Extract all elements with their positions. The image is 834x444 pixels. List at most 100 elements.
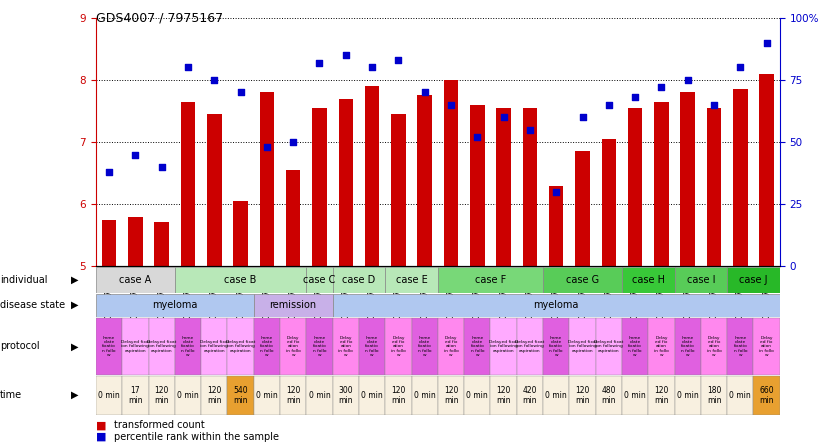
Text: Imme
diate
fixatio
n follo
w: Imme diate fixatio n follo w — [681, 336, 695, 357]
Point — [470, 134, 484, 141]
Point — [339, 52, 353, 59]
Bar — [444, 80, 458, 266]
Text: Delay
ed fix
ation
in follo
w: Delay ed fix ation in follo w — [706, 336, 721, 357]
Bar — [706, 108, 721, 266]
Text: ▶: ▶ — [71, 275, 78, 285]
Point — [260, 143, 274, 151]
Point — [760, 39, 773, 46]
Text: 540
min: 540 min — [234, 386, 248, 404]
Bar — [333, 318, 359, 375]
Bar — [438, 318, 465, 375]
Bar — [148, 318, 175, 375]
Bar — [622, 267, 675, 293]
Text: case C: case C — [304, 275, 335, 285]
Bar — [701, 318, 727, 375]
Bar — [595, 318, 622, 375]
Text: remission: remission — [269, 300, 317, 310]
Text: 0 min: 0 min — [414, 391, 435, 400]
Text: Delay
ed fix
ation
in follo
w: Delay ed fix ation in follo w — [286, 336, 300, 357]
Point — [523, 126, 536, 133]
Bar — [385, 318, 411, 375]
Text: disease state: disease state — [0, 300, 65, 310]
Text: Imme
diate
fixatio
n follo
w: Imme diate fixatio n follo w — [103, 336, 116, 357]
Text: 120
min: 120 min — [654, 386, 669, 404]
Text: Imme
diate
fixatio
n follo
w: Imme diate fixatio n follo w — [418, 336, 431, 357]
Text: 420
min: 420 min — [523, 386, 537, 404]
Bar — [228, 376, 254, 415]
Point — [181, 64, 194, 71]
Bar — [312, 108, 327, 266]
Bar — [675, 376, 701, 415]
Bar — [306, 318, 333, 375]
Bar — [201, 376, 228, 415]
Bar — [123, 376, 148, 415]
Bar — [123, 318, 148, 375]
Point — [208, 76, 221, 83]
Bar — [753, 318, 780, 375]
Point — [392, 56, 405, 63]
Point — [418, 89, 431, 96]
Point — [445, 101, 458, 108]
Bar — [411, 376, 438, 415]
Text: 0 min: 0 min — [624, 391, 646, 400]
Text: Delay
ed fix
ation
in follo
w: Delay ed fix ation in follo w — [444, 336, 459, 357]
Bar — [438, 267, 543, 293]
Text: case B: case B — [224, 275, 257, 285]
Text: 120
min: 120 min — [154, 386, 169, 404]
Text: myeloma: myeloma — [534, 300, 579, 310]
Bar — [181, 102, 195, 266]
Bar — [622, 376, 648, 415]
Bar — [648, 376, 675, 415]
Bar — [306, 267, 333, 293]
Text: Delay
ed fix
ation
in follo
w: Delay ed fix ation in follo w — [339, 336, 353, 357]
Bar — [681, 92, 695, 266]
Text: 120
min: 120 min — [575, 386, 590, 404]
Text: ▶: ▶ — [71, 300, 78, 310]
Bar — [96, 293, 254, 317]
Bar — [359, 318, 385, 375]
Bar — [96, 318, 123, 375]
Bar — [280, 376, 306, 415]
Text: 0 min: 0 min — [677, 391, 699, 400]
Text: Delay
ed fix
ation
in follo
w: Delay ed fix ation in follo w — [654, 336, 669, 357]
Text: case J: case J — [739, 275, 768, 285]
Bar — [339, 99, 353, 266]
Text: case A: case A — [119, 275, 152, 285]
Point — [365, 64, 379, 71]
Bar — [306, 376, 333, 415]
Text: 300
min: 300 min — [339, 386, 353, 404]
Text: Delayed fixat
ion following
aspiration: Delayed fixat ion following aspiration — [515, 340, 545, 353]
Text: 0 min: 0 min — [466, 391, 488, 400]
Bar — [175, 318, 201, 375]
Bar — [648, 318, 675, 375]
Bar — [385, 267, 438, 293]
Bar — [727, 267, 780, 293]
Bar — [254, 376, 280, 415]
Bar — [128, 217, 143, 266]
Bar — [96, 267, 175, 293]
Text: Delayed fixat
ion following
aspiration: Delayed fixat ion following aspiration — [489, 340, 518, 353]
Text: 120
min: 120 min — [444, 386, 458, 404]
Bar — [391, 114, 405, 266]
Bar — [438, 376, 465, 415]
Text: case D: case D — [342, 275, 375, 285]
Bar — [760, 74, 774, 266]
Bar — [601, 139, 616, 266]
Bar — [543, 376, 570, 415]
Point — [734, 64, 747, 71]
Point — [575, 114, 589, 121]
Bar — [333, 267, 385, 293]
Bar — [622, 318, 648, 375]
Text: ■: ■ — [96, 420, 107, 430]
Text: Delayed fixat
ion following
aspiration: Delayed fixat ion following aspiration — [226, 340, 255, 353]
Bar — [570, 318, 595, 375]
Text: 120
min: 120 min — [207, 386, 222, 404]
Text: case I: case I — [686, 275, 715, 285]
Bar — [628, 108, 642, 266]
Bar — [154, 222, 169, 266]
Point — [313, 59, 326, 66]
Text: GDS4007 / 7975167: GDS4007 / 7975167 — [96, 11, 223, 24]
Bar — [496, 108, 511, 266]
Text: individual: individual — [0, 275, 48, 285]
Point — [681, 76, 695, 83]
